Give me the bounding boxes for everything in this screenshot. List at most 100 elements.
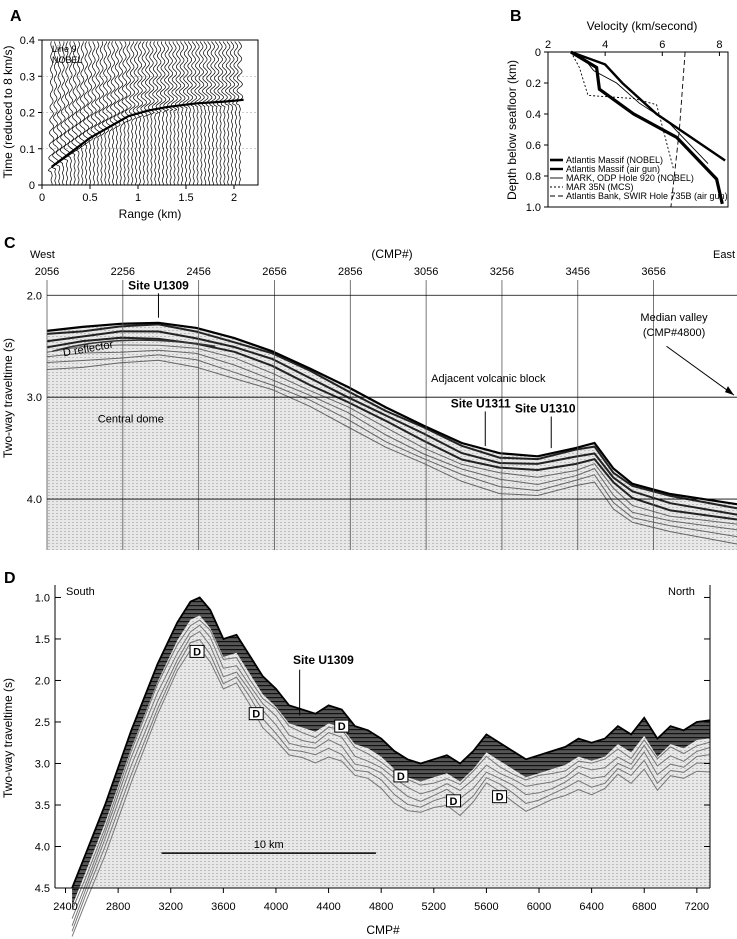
seismic-trace — [109, 41, 117, 186]
adjacent-volcanic-block-label: Adjacent volcanic block — [431, 373, 546, 385]
panel-d: D South North 1.0 1.5 2.0 2.5 3.0 3.5 4.0 4.5 2… — [1, 570, 711, 937]
velocity-series-line — [570, 50, 724, 205]
panel-b-y-axis-label: Depth below seafloor (km) — [505, 60, 519, 200]
y-tick-label: 3.0 — [27, 392, 42, 404]
site-u1309-label: Site U1309 — [128, 278, 189, 292]
scale-bar-label: 10 km — [254, 839, 284, 851]
y-tick-label: 3.5 — [35, 800, 50, 812]
seismic-trace — [144, 41, 152, 186]
y-tick-label: 2.0 — [35, 675, 50, 687]
seismic-trace — [174, 41, 182, 186]
seismic-trace — [159, 41, 167, 186]
x-tick-label: 2456 — [186, 266, 210, 278]
d-reflector-line — [52, 339, 216, 353]
panel-d-x-ticks: 2400 2800 3200 3600 4000 4400 4800 5200 5600 6000… — [53, 888, 709, 913]
panel-label-d: D — [4, 570, 16, 587]
site-u1310-label: Site U1310 — [515, 401, 576, 415]
reflector-line — [46, 336, 737, 521]
d-reflector-marker-box — [492, 790, 508, 804]
y-tick-label: 0.8 — [526, 171, 541, 183]
seismic-trace — [90, 41, 98, 186]
seismic-trace — [113, 41, 121, 186]
d-reflector-marker-box — [189, 644, 205, 658]
seismic-trace — [79, 41, 86, 186]
d-reflector-marker: D — [252, 709, 260, 721]
seismic-trace — [178, 41, 186, 186]
x-tick-label: 0 — [39, 192, 45, 204]
panel-c-seismic-section — [46, 321, 737, 550]
seismic-fill — [47, 322, 737, 550]
d-reflector-marker-box — [393, 769, 409, 783]
seafloor-line — [71, 596, 711, 889]
x-tick-label: 2256 — [111, 266, 135, 278]
reflector-line — [46, 359, 737, 545]
panel-label-a: A — [10, 8, 22, 25]
x-tick-label: 2800 — [106, 901, 130, 913]
seismic-trace — [228, 41, 236, 186]
seismic-trace — [94, 41, 102, 186]
seismic-trace — [128, 41, 136, 186]
panel-d-north-label: North — [668, 586, 695, 598]
seismic-trace — [63, 41, 71, 186]
legend-label: MAR 35N (MCS) — [566, 182, 634, 192]
y-tick-label: 4.0 — [35, 841, 50, 853]
reflector-line — [46, 323, 737, 510]
seismic-trace — [182, 41, 190, 186]
legend-label: Atlantis Massif (air gun) — [566, 164, 660, 174]
velocity-series-line — [570, 51, 675, 170]
seismic-trace — [224, 41, 232, 186]
y-tick-label: 0.2 — [20, 108, 35, 120]
x-tick-label: 3600 — [211, 901, 235, 913]
reflector-line — [46, 330, 737, 516]
x-tick-label: 2 — [231, 192, 237, 204]
x-tick-label: 6400 — [579, 901, 603, 913]
seismic-trace — [151, 41, 159, 186]
reflector-line — [71, 630, 711, 926]
seismic-trace — [209, 41, 217, 186]
seismic-trace — [163, 41, 171, 186]
seismic-trace — [67, 41, 75, 186]
seismic-trace — [148, 41, 155, 186]
x-tick-label: 4000 — [264, 901, 288, 913]
panel-c: C West East (CMP#) 2056 2256 2456 2656 2856 3… — [1, 235, 737, 550]
panel-c-west-label: West — [30, 249, 55, 261]
panel-b-legend: Atlantis Massif (NOBEL)Atlantis Massif (… — [550, 155, 728, 201]
seismic-trace — [121, 41, 129, 186]
y-tick-label: 1.0 — [526, 202, 541, 214]
y-tick-label: 1.0 — [35, 592, 50, 604]
y-tick-label: 0 — [535, 47, 541, 59]
x-tick-label: 6800 — [632, 901, 656, 913]
seismic-trace — [82, 41, 90, 186]
panel-d-south-label: South — [66, 586, 95, 598]
panel-label-c: C — [4, 235, 16, 252]
x-tick-label: 3056 — [414, 266, 438, 278]
panel-c-y-ticks: 2.0 3.0 4.0 — [27, 290, 42, 506]
y-tick-label: 2.5 — [35, 717, 50, 729]
median-valley-cmp-label: (CMP#4800) — [643, 327, 705, 339]
velocity-series-line — [570, 50, 726, 162]
x-tick-label: 1.5 — [178, 192, 193, 204]
d-reflector-marker-box — [248, 707, 264, 721]
panel-label-b: B — [510, 8, 522, 25]
seismic-trace — [105, 41, 113, 186]
seismic-trace — [75, 41, 82, 185]
d-reflector-marker: D — [450, 796, 458, 808]
median-valley-arrow — [666, 345, 735, 396]
seismic-trace — [102, 41, 110, 185]
panel-b-title: Velocity (km/second) — [587, 19, 698, 33]
x-tick-label: 7200 — [685, 901, 709, 913]
y-tick-label: 3.0 — [35, 758, 50, 770]
dark-reflector-band — [72, 597, 711, 906]
panel-c-y-axis-label: Two-way traveltime (s) — [1, 338, 15, 458]
reflector-line — [71, 639, 711, 932]
x-tick-label: 3256 — [490, 266, 514, 278]
x-tick-label: 4 — [602, 39, 608, 51]
y-tick-label: 0.3 — [20, 71, 35, 83]
seismic-fill — [72, 597, 711, 888]
seismic-trace — [170, 41, 178, 186]
velocity-series-line — [670, 51, 686, 208]
seismic-trace — [125, 41, 133, 186]
x-tick-label: 3456 — [566, 266, 590, 278]
d-reflector-marker-box — [334, 719, 350, 733]
